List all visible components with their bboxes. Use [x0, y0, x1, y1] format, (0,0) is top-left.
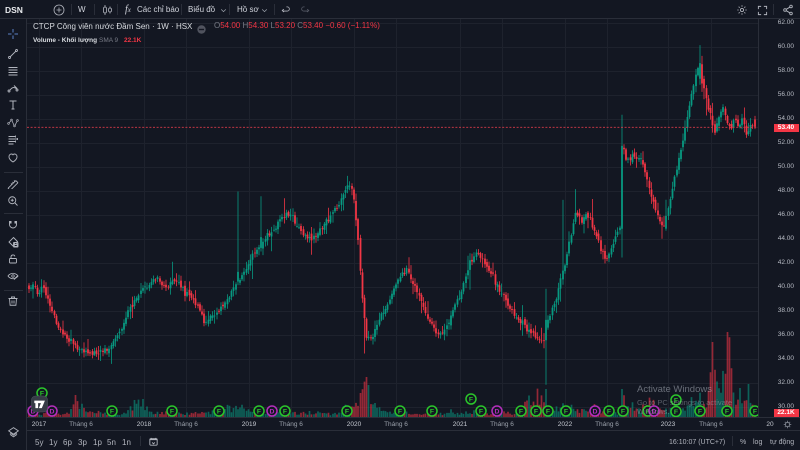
- svg-text:D: D: [652, 408, 657, 415]
- svg-text:D: D: [270, 408, 275, 415]
- svg-text:F: F: [546, 408, 550, 415]
- svg-text:D: D: [495, 408, 500, 415]
- svg-text:F: F: [469, 396, 473, 403]
- svg-text:F: F: [217, 408, 221, 415]
- svg-text:F: F: [534, 408, 538, 415]
- svg-text:F: F: [430, 408, 434, 415]
- svg-text:F: F: [725, 408, 729, 415]
- svg-text:F: F: [674, 397, 678, 404]
- svg-text:F: F: [345, 408, 349, 415]
- svg-text:F: F: [170, 408, 174, 415]
- svg-text:F: F: [621, 408, 625, 415]
- svg-text:D: D: [31, 408, 36, 415]
- svg-text:F: F: [646, 408, 650, 415]
- svg-text:F: F: [519, 408, 523, 415]
- svg-text:F: F: [398, 408, 402, 415]
- svg-text:F: F: [110, 408, 114, 415]
- svg-text:F: F: [674, 409, 678, 416]
- svg-text:F: F: [753, 408, 757, 415]
- svg-text:F: F: [564, 408, 568, 415]
- svg-text:D: D: [50, 408, 55, 415]
- svg-text:F: F: [257, 408, 261, 415]
- svg-text:F: F: [698, 408, 702, 415]
- svg-text:F: F: [607, 408, 611, 415]
- svg-text:F: F: [283, 408, 287, 415]
- svg-text:F: F: [40, 390, 44, 397]
- svg-text:D: D: [593, 408, 598, 415]
- svg-text:F: F: [479, 408, 483, 415]
